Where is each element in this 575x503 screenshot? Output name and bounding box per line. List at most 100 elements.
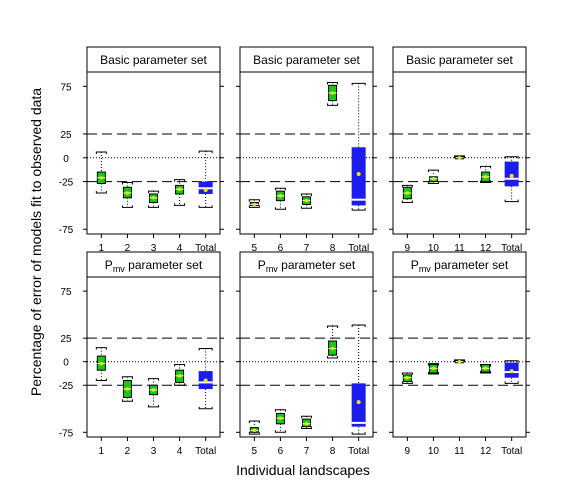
whisker-cap — [427, 363, 439, 366]
whisker-cap — [351, 208, 366, 211]
y-tick-label: -25 — [59, 178, 74, 189]
panel-3: Basic parameter set 9 10 11 12 Total — [389, 46, 530, 254]
mean-marker — [304, 198, 309, 203]
panel-title-box — [86, 46, 221, 73]
mean-marker — [405, 191, 410, 195]
mean-marker — [125, 191, 130, 195]
whisker-cap — [401, 381, 413, 384]
panel-title-box — [239, 46, 374, 73]
whisker-cap — [327, 325, 339, 328]
panel-title: Basic parameter set — [253, 53, 360, 67]
whisker-cap — [301, 206, 312, 209]
whisker-cap — [198, 150, 213, 154]
panel-2: Basic parameter set 5 6 7 8 Total — [236, 46, 377, 254]
whisker-cap — [95, 378, 107, 382]
x-tick-label: 5 — [252, 446, 258, 457]
mean-marker — [483, 175, 488, 179]
mean-marker — [431, 177, 436, 181]
box-3 — [148, 190, 159, 208]
x-tick-label: Total — [195, 446, 216, 457]
box-6 — [274, 409, 286, 433]
box-11 — [454, 359, 465, 364]
panel-title-rest: parameter set — [278, 258, 356, 272]
plot-frame — [239, 276, 374, 438]
whisker-cap — [95, 151, 107, 155]
plot-frame — [239, 71, 374, 235]
x-tick-label: 7 — [304, 446, 310, 457]
whisker-cap — [504, 381, 519, 384]
x-tick-label: 12 — [480, 243, 492, 254]
whisker-cap — [121, 205, 133, 208]
x-tick-label: 10 — [428, 446, 440, 457]
mean-marker — [203, 188, 208, 193]
x-tick-label: 7 — [304, 243, 310, 254]
y-tick-label: -25 — [59, 381, 74, 392]
whisker-cap — [351, 432, 366, 435]
whisker-cap — [327, 355, 339, 359]
whisker-cap — [274, 430, 286, 433]
box-1 — [95, 151, 107, 194]
plot-frame — [86, 276, 221, 438]
mean-marker — [177, 187, 182, 191]
mean-marker — [431, 366, 436, 370]
panel-title-rest: parameter set — [431, 258, 509, 272]
whisker-cap — [198, 406, 213, 410]
plot-frame — [392, 71, 527, 235]
panel-title-subscript: mv — [113, 264, 125, 274]
mean-marker — [330, 346, 335, 351]
x-tick-label: 9 — [405, 243, 411, 254]
box-3 — [148, 378, 159, 408]
whisker-cap — [301, 426, 312, 430]
box-12 — [480, 364, 492, 374]
box-Total — [198, 150, 213, 208]
whisker-cap — [95, 347, 107, 350]
panel-title-main: P — [105, 258, 113, 272]
whisker-cap — [248, 432, 260, 435]
whisker-cap — [327, 103, 339, 106]
x-tick-label: 10 — [428, 243, 440, 254]
whisker-cap — [95, 191, 107, 194]
mean-marker — [509, 369, 514, 374]
x-tick-label: 11 — [454, 446, 465, 457]
mean-marker — [278, 416, 283, 420]
whisker-cap — [198, 205, 213, 208]
box-10 — [427, 169, 439, 184]
panel-1: Basic parameter set 75 25 0 -25 -75 1 2 3 4 Total — [59, 46, 224, 254]
x-tick-label: 1 — [99, 446, 105, 457]
whisker-cap — [174, 364, 186, 367]
y-tick-label: 25 — [60, 130, 72, 141]
mean-marker — [151, 388, 156, 392]
mean-marker — [177, 374, 182, 378]
box-Total — [504, 360, 519, 384]
whisker-cap — [198, 348, 213, 351]
mean-marker — [252, 428, 257, 433]
box-2 — [121, 376, 133, 402]
panel-4: Pmv parameter set 75 25 0 -25 -75 1 2 3 4 Total — [59, 251, 224, 457]
mean-marker — [356, 171, 361, 176]
mean-marker — [330, 91, 335, 95]
x-tick-label: 4 — [177, 446, 183, 457]
mean-marker — [509, 173, 514, 178]
x-tick-label: Total — [501, 446, 522, 457]
whisker-cap — [148, 205, 159, 208]
panel-title-subscript: mv — [266, 264, 278, 274]
box-9 — [401, 184, 413, 204]
y-tick-label: -75 — [59, 428, 74, 439]
x-tick-label: 1 — [99, 243, 105, 254]
y-tick-label: 75 — [60, 287, 72, 298]
whisker-cap — [401, 200, 413, 204]
mean-marker — [356, 400, 361, 405]
whisker-cap — [121, 182, 133, 185]
panel-title-box — [239, 251, 374, 278]
mean-marker — [203, 378, 208, 383]
box-Total — [351, 82, 366, 211]
x-tick-label: 5 — [252, 243, 258, 254]
y-tick-label: 0 — [63, 358, 69, 369]
whisker-cap — [301, 193, 312, 196]
x-tick-label: Total — [348, 243, 369, 254]
box-11 — [454, 155, 465, 160]
y-axis-label: Percentage of error of models fit to obs… — [28, 88, 44, 396]
panel-title-box — [392, 46, 527, 73]
mean-marker — [252, 202, 257, 207]
